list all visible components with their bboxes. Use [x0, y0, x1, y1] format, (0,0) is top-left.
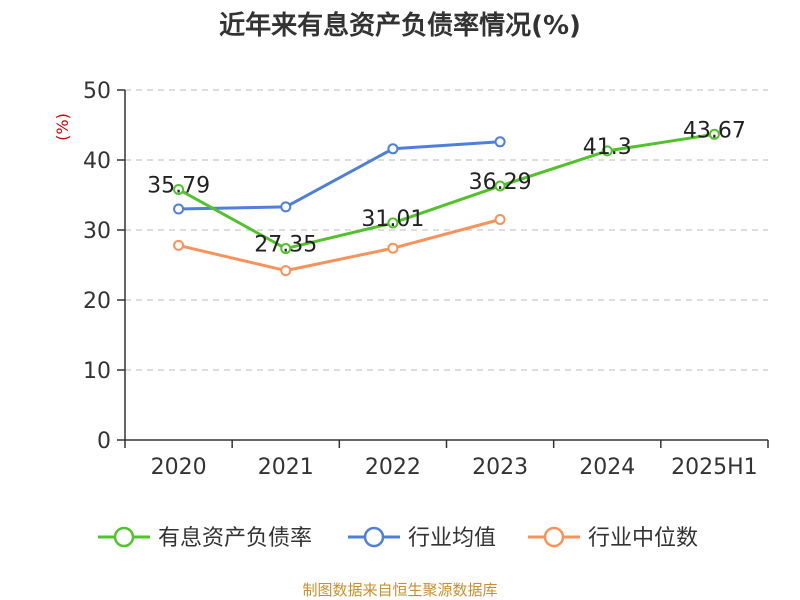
grid-lines — [125, 89, 768, 371]
data-point — [173, 183, 185, 195]
series-line-1 — [178, 140, 501, 211]
chart-title: 近年来有息资产负债率情况(%) — [219, 10, 581, 41]
legend-item: 行业均值 — [348, 526, 496, 551]
data-label: 27.35 — [254, 233, 317, 258]
data-point — [494, 136, 506, 148]
legend-swatch-marker — [543, 526, 565, 548]
legend: 有息资产负债率 行业均值 行业中位数 — [98, 526, 698, 551]
data-labels: 35.79 27.35 31.01 36.29 41.3 43.67 — [147, 118, 746, 257]
y-axis-unit-label: (%) — [53, 113, 72, 141]
y-tick-label: 30 — [83, 219, 111, 244]
y-tick-label: 10 — [83, 359, 111, 384]
data-point — [387, 217, 399, 229]
x-tick-label: 2023 — [472, 455, 528, 480]
series-line-0 — [177, 132, 715, 251]
y-tick-label: 20 — [83, 289, 111, 314]
y-tick-label: 0 — [97, 429, 111, 454]
data-label: 43.67 — [683, 118, 746, 143]
data-point — [280, 243, 292, 255]
legend-label: 行业均值 — [408, 526, 496, 551]
data-point — [280, 265, 292, 277]
data-label: 41.3 — [583, 135, 632, 160]
x-tick-label: 2025H1 — [671, 455, 758, 480]
data-label: 35.79 — [147, 173, 210, 198]
legend-item: 有息资产负债率 — [98, 526, 312, 551]
axes: 0 10 20 30 40 50 2020 2021 2022 2023 2024 2025H1 — [83, 79, 769, 480]
legend-label: 行业中位数 — [588, 526, 698, 551]
data-point — [280, 201, 292, 213]
series-group — [173, 128, 720, 277]
data-point — [494, 180, 506, 192]
source-caption: 制图数据来自恒生聚源数据库 — [302, 581, 497, 599]
data-point — [387, 143, 399, 155]
y-tick-label: 40 — [83, 149, 111, 174]
data-point — [387, 242, 399, 254]
data-point — [601, 145, 613, 157]
legend-label: 有息资产负债率 — [158, 526, 312, 551]
legend-item: 行业中位数 — [528, 526, 698, 551]
y-tick-label: 50 — [83, 79, 111, 104]
legend-swatch-marker — [363, 526, 385, 548]
series-line-2 — [178, 218, 501, 273]
x-tick-label: 2020 — [151, 455, 207, 480]
x-tick-label: 2024 — [579, 455, 635, 480]
data-point — [173, 203, 185, 215]
data-label: 36.29 — [469, 170, 532, 195]
data-label: 31.01 — [361, 207, 424, 232]
data-point — [708, 128, 720, 140]
x-tick-label: 2022 — [365, 455, 421, 480]
data-point — [494, 214, 506, 225]
data-point — [173, 239, 185, 251]
legend-swatch-marker — [113, 526, 135, 548]
x-tick-label: 2021 — [258, 455, 314, 480]
